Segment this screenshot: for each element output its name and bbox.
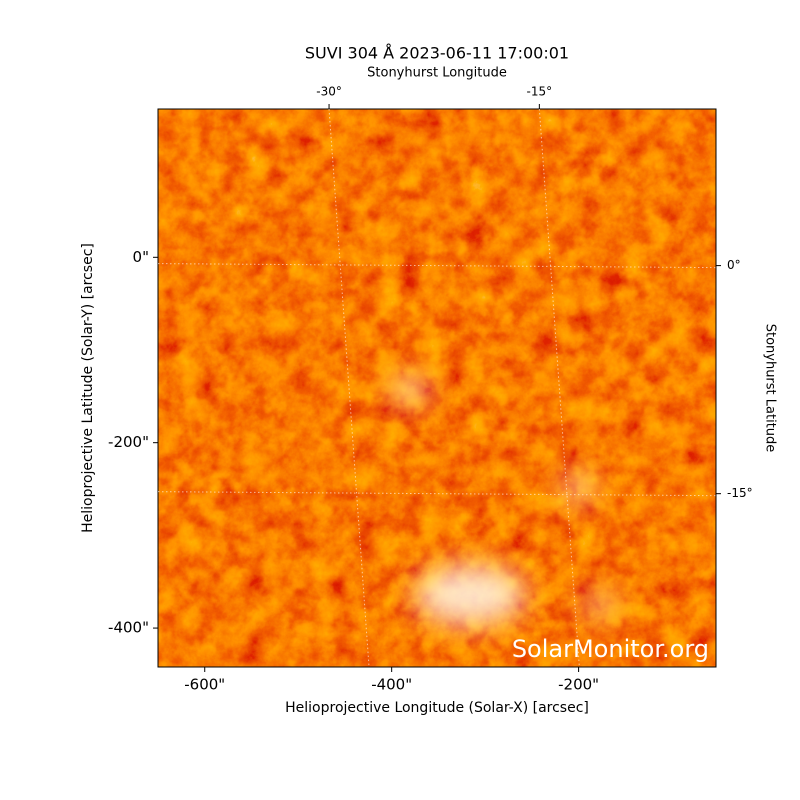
grid-line [328,108,370,668]
grid-line [157,491,717,497]
y-tick-label: -400" [108,619,149,637]
y-tick-label: -200" [108,433,149,451]
grid-line [157,263,717,269]
x-tick-label: -200" [558,676,599,694]
y-axis-label: Helioprojective Latitude (Solar-Y) [arcs… [80,243,96,533]
x-axis-label: Helioprojective Longitude (Solar-X) [arc… [285,700,589,716]
x2-tick-label: -30° [316,85,342,99]
y2-tick-label: -15° [727,486,753,500]
x-tick-label: -600" [184,676,225,694]
y2-axis-label: Stonyhurst Latitude [763,324,778,453]
chart-title: SUVI 304 Å 2023-06-11 17:00:01 [305,44,569,63]
x2-tick-label: -15° [527,85,553,99]
solar-image [158,109,716,667]
y2-tick-label: 0° [727,258,741,272]
y-tick-label: 0" [133,248,149,266]
grid-line [538,108,580,668]
x2-axis-label: Stonyhurst Longitude [367,66,507,81]
plot-frame [157,108,717,668]
x-tick-label: -400" [371,676,412,694]
watermark: SolarMonitor.org [512,635,709,663]
